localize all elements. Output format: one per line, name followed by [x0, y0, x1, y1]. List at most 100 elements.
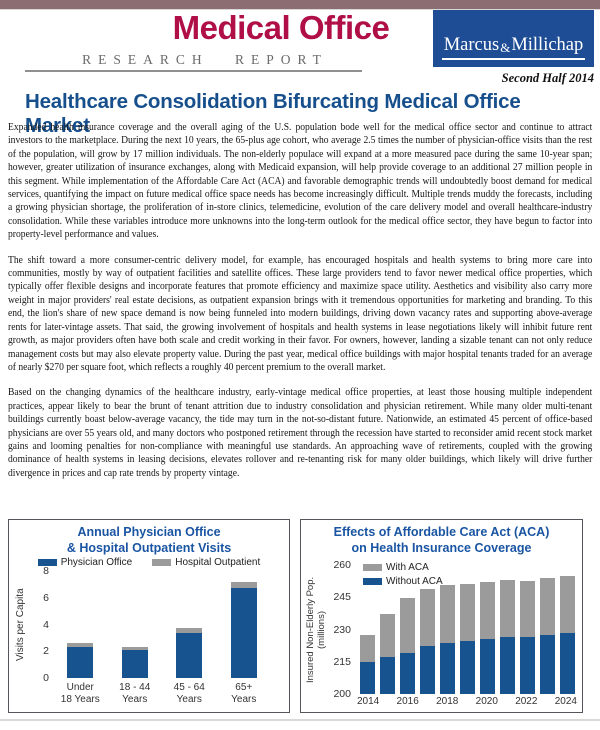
chart-title-line1: Effects of Affordable Care Act (ACA)	[333, 525, 550, 539]
y-axis-ticks: 8 6 4 2 0	[31, 565, 49, 684]
bar-segment-hospital-outpatient	[121, 646, 148, 650]
x-tick-label	[498, 696, 515, 708]
x-tick-label	[419, 696, 436, 708]
y-tick-label: 260	[333, 559, 351, 571]
bar-2023	[537, 565, 557, 694]
bar-under-18-years	[53, 571, 108, 678]
chart-legend: Physician Office Hospital Outpatient	[9, 557, 289, 568]
bar-segment-without-aca	[459, 641, 475, 694]
bar-segment-without-aca	[479, 639, 495, 694]
legend-swatch-gray-icon	[152, 559, 172, 566]
article-headline: Healthcare Consolidation Bifurcating Med…	[25, 90, 521, 137]
chart-title: Annual Physician Office & Hospital Outpa…	[9, 520, 289, 556]
legend-label: With ACA	[386, 562, 429, 573]
bar-65+-years	[217, 571, 272, 678]
logo-word-millichap: Millichap	[511, 35, 584, 55]
bar-segment-with-aca	[479, 582, 495, 640]
page-top-strip	[0, 0, 600, 10]
x-tick-label	[537, 696, 554, 708]
legend-item-hospital-outpatient: Hospital Outpatient	[152, 557, 260, 568]
bar-segment-hospital-outpatient	[176, 627, 203, 633]
legend-swatch-gray-icon	[363, 564, 382, 571]
edition-label: Second Half 2014	[501, 71, 594, 85]
bar-segment-without-aca	[419, 645, 435, 694]
bar-segment-with-aca	[499, 580, 515, 638]
chart-legend: With ACA Without ACA	[363, 562, 443, 590]
x-tick-label: Under 18 Years	[60, 682, 100, 705]
bar-segment-physician-office	[176, 632, 203, 678]
bar-segment-with-aca	[439, 585, 455, 644]
subtitle-divider	[25, 70, 362, 72]
x-tick-label: 2024	[554, 696, 577, 707]
bar-segment-with-aca	[399, 598, 415, 654]
bar-segment-physician-office	[67, 647, 94, 678]
bar-segment-physician-office	[121, 649, 148, 678]
legend-item-without-aca: Without ACA	[363, 576, 443, 587]
bar-2015	[377, 565, 397, 694]
chart-physician-outpatient-visits: Annual Physician Office & Hospital Outpa…	[8, 519, 290, 713]
x-tick-label: 2020	[475, 696, 498, 707]
bar-2017	[417, 565, 437, 694]
x-tick-label: 18 - 44 Years	[119, 682, 151, 705]
logo-word-marcus: Marcus	[443, 35, 500, 55]
legend-swatch-blue-icon	[37, 559, 57, 566]
bar-segment-with-aca	[359, 634, 375, 662]
plot-area	[357, 565, 577, 694]
bar-2021	[497, 565, 517, 694]
x-tick-label: 2018	[436, 696, 459, 707]
y-tick-label: 4	[43, 618, 49, 631]
chart-aca-insurance-coverage: Effects of Affordable Care Act (ACA) on …	[300, 519, 583, 713]
chart-title: Effects of Affordable Care Act (ACA) on …	[301, 520, 582, 556]
x-tick-label	[458, 696, 475, 708]
legend-label: Physician Office	[60, 557, 133, 568]
y-tick-label: 215	[333, 655, 351, 668]
legend-item-with-aca: With ACA	[363, 562, 443, 573]
bar-2014	[357, 565, 377, 694]
y-tick-label: 200	[333, 688, 351, 700]
chart-title-line2: on Health Insurance Coverage	[351, 540, 532, 555]
paragraph-1: Expanded health insurance coverage and t…	[8, 121, 593, 241]
y-tick-label: 6	[43, 591, 49, 604]
bar-segment-hospital-outpatient	[230, 582, 257, 589]
bar-2016	[397, 565, 417, 694]
report-subtitle: RESEARCH REPORT	[82, 52, 328, 67]
bar-segment-without-aca	[499, 637, 515, 694]
bar-2020	[477, 565, 497, 694]
bar-2022	[517, 565, 537, 694]
bar-segment-with-aca	[419, 588, 435, 646]
bar-segment-without-aca	[439, 643, 455, 694]
x-tick-label: 45 - 64 Years	[173, 682, 205, 705]
y-tick-label: 0	[43, 672, 49, 684]
legend-item-physician-office: Physician Office	[37, 557, 133, 568]
y-axis-ticks: 260 245 230 215 200	[327, 559, 351, 700]
logo-ampersand-icon: &	[500, 40, 511, 55]
y-tick-label: 230	[333, 623, 351, 636]
bar-segment-with-aca	[459, 584, 475, 642]
bar-2018	[437, 565, 457, 694]
paragraph-3: Based on the changing dynamics of the he…	[8, 386, 593, 479]
bar-segment-without-aca	[539, 634, 555, 694]
bar-segment-hospital-outpatient	[67, 643, 94, 648]
paragraph-2: The shift toward a more consumer-centric…	[8, 253, 593, 373]
x-tick-label: 65+ Years	[231, 682, 257, 705]
y-tick-label: 2	[43, 645, 49, 658]
report-title: Medical Office	[172, 9, 390, 46]
bar-segment-with-aca	[559, 575, 575, 633]
bar-2019	[457, 565, 477, 694]
bar-segment-without-aca	[379, 657, 395, 694]
bar-45-64-years	[162, 571, 217, 678]
bar-segment-without-aca	[559, 632, 575, 694]
x-tick-label: 2022	[515, 696, 538, 707]
legend-label: Hospital Outpatient	[175, 557, 261, 568]
y-tick-label: 8	[43, 565, 49, 577]
bar-segment-with-aca	[539, 577, 555, 635]
x-axis-labels: 2014 2016 2018 2020 2022 2024	[357, 696, 577, 708]
legend-swatch-blue-icon	[363, 578, 382, 585]
legend-label: Without ACA	[386, 576, 443, 587]
bar-segment-with-aca	[519, 581, 535, 638]
bar-segment-without-aca	[359, 661, 375, 694]
plot-area	[53, 571, 271, 678]
y-tick-label: 245	[333, 591, 351, 604]
x-tick-label: 2016	[396, 696, 419, 707]
